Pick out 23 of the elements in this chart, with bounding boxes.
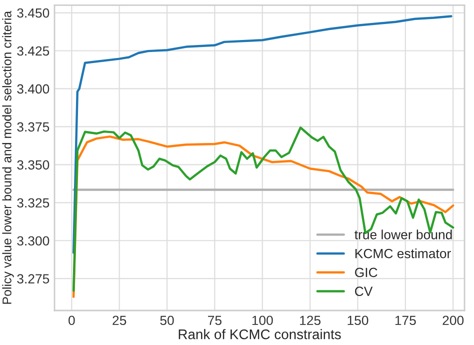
y-tick-label: 3.275: [17, 274, 50, 284]
x-tick-label: 75: [208, 316, 222, 326]
legend-label: CV: [355, 286, 373, 296]
x-tick-label: 100: [252, 316, 273, 326]
x-tick-label: 200: [442, 316, 464, 326]
y-tick-label: 3.425: [17, 46, 50, 56]
x-tick-label: 175: [395, 316, 416, 326]
x-tick-label: 150: [348, 316, 368, 326]
x-tick-label: 50: [160, 316, 174, 326]
x-tick-label: 25: [112, 316, 126, 326]
y-tick-label: 3.350: [17, 160, 50, 170]
y-tick-label: 3.325: [17, 198, 50, 208]
legend-label: KCMC estimator: [355, 248, 451, 258]
y-tick-label: 3.375: [17, 122, 50, 132]
y-tick-label: 3.400: [17, 84, 50, 94]
x-axis-title: Rank of KCMC constraints: [178, 329, 341, 340]
x-tick-label: 0: [68, 316, 75, 326]
legend-label: GIC: [355, 268, 378, 278]
x-tick-label: 125: [300, 316, 321, 326]
y-axis-title: Policy value lower bound and model selection criteria: [2, 10, 14, 304]
y-tick-label: 3.450: [17, 8, 50, 18]
legend-label: true lower bound: [354, 230, 452, 240]
y-tick-label: 3.300: [17, 236, 50, 246]
